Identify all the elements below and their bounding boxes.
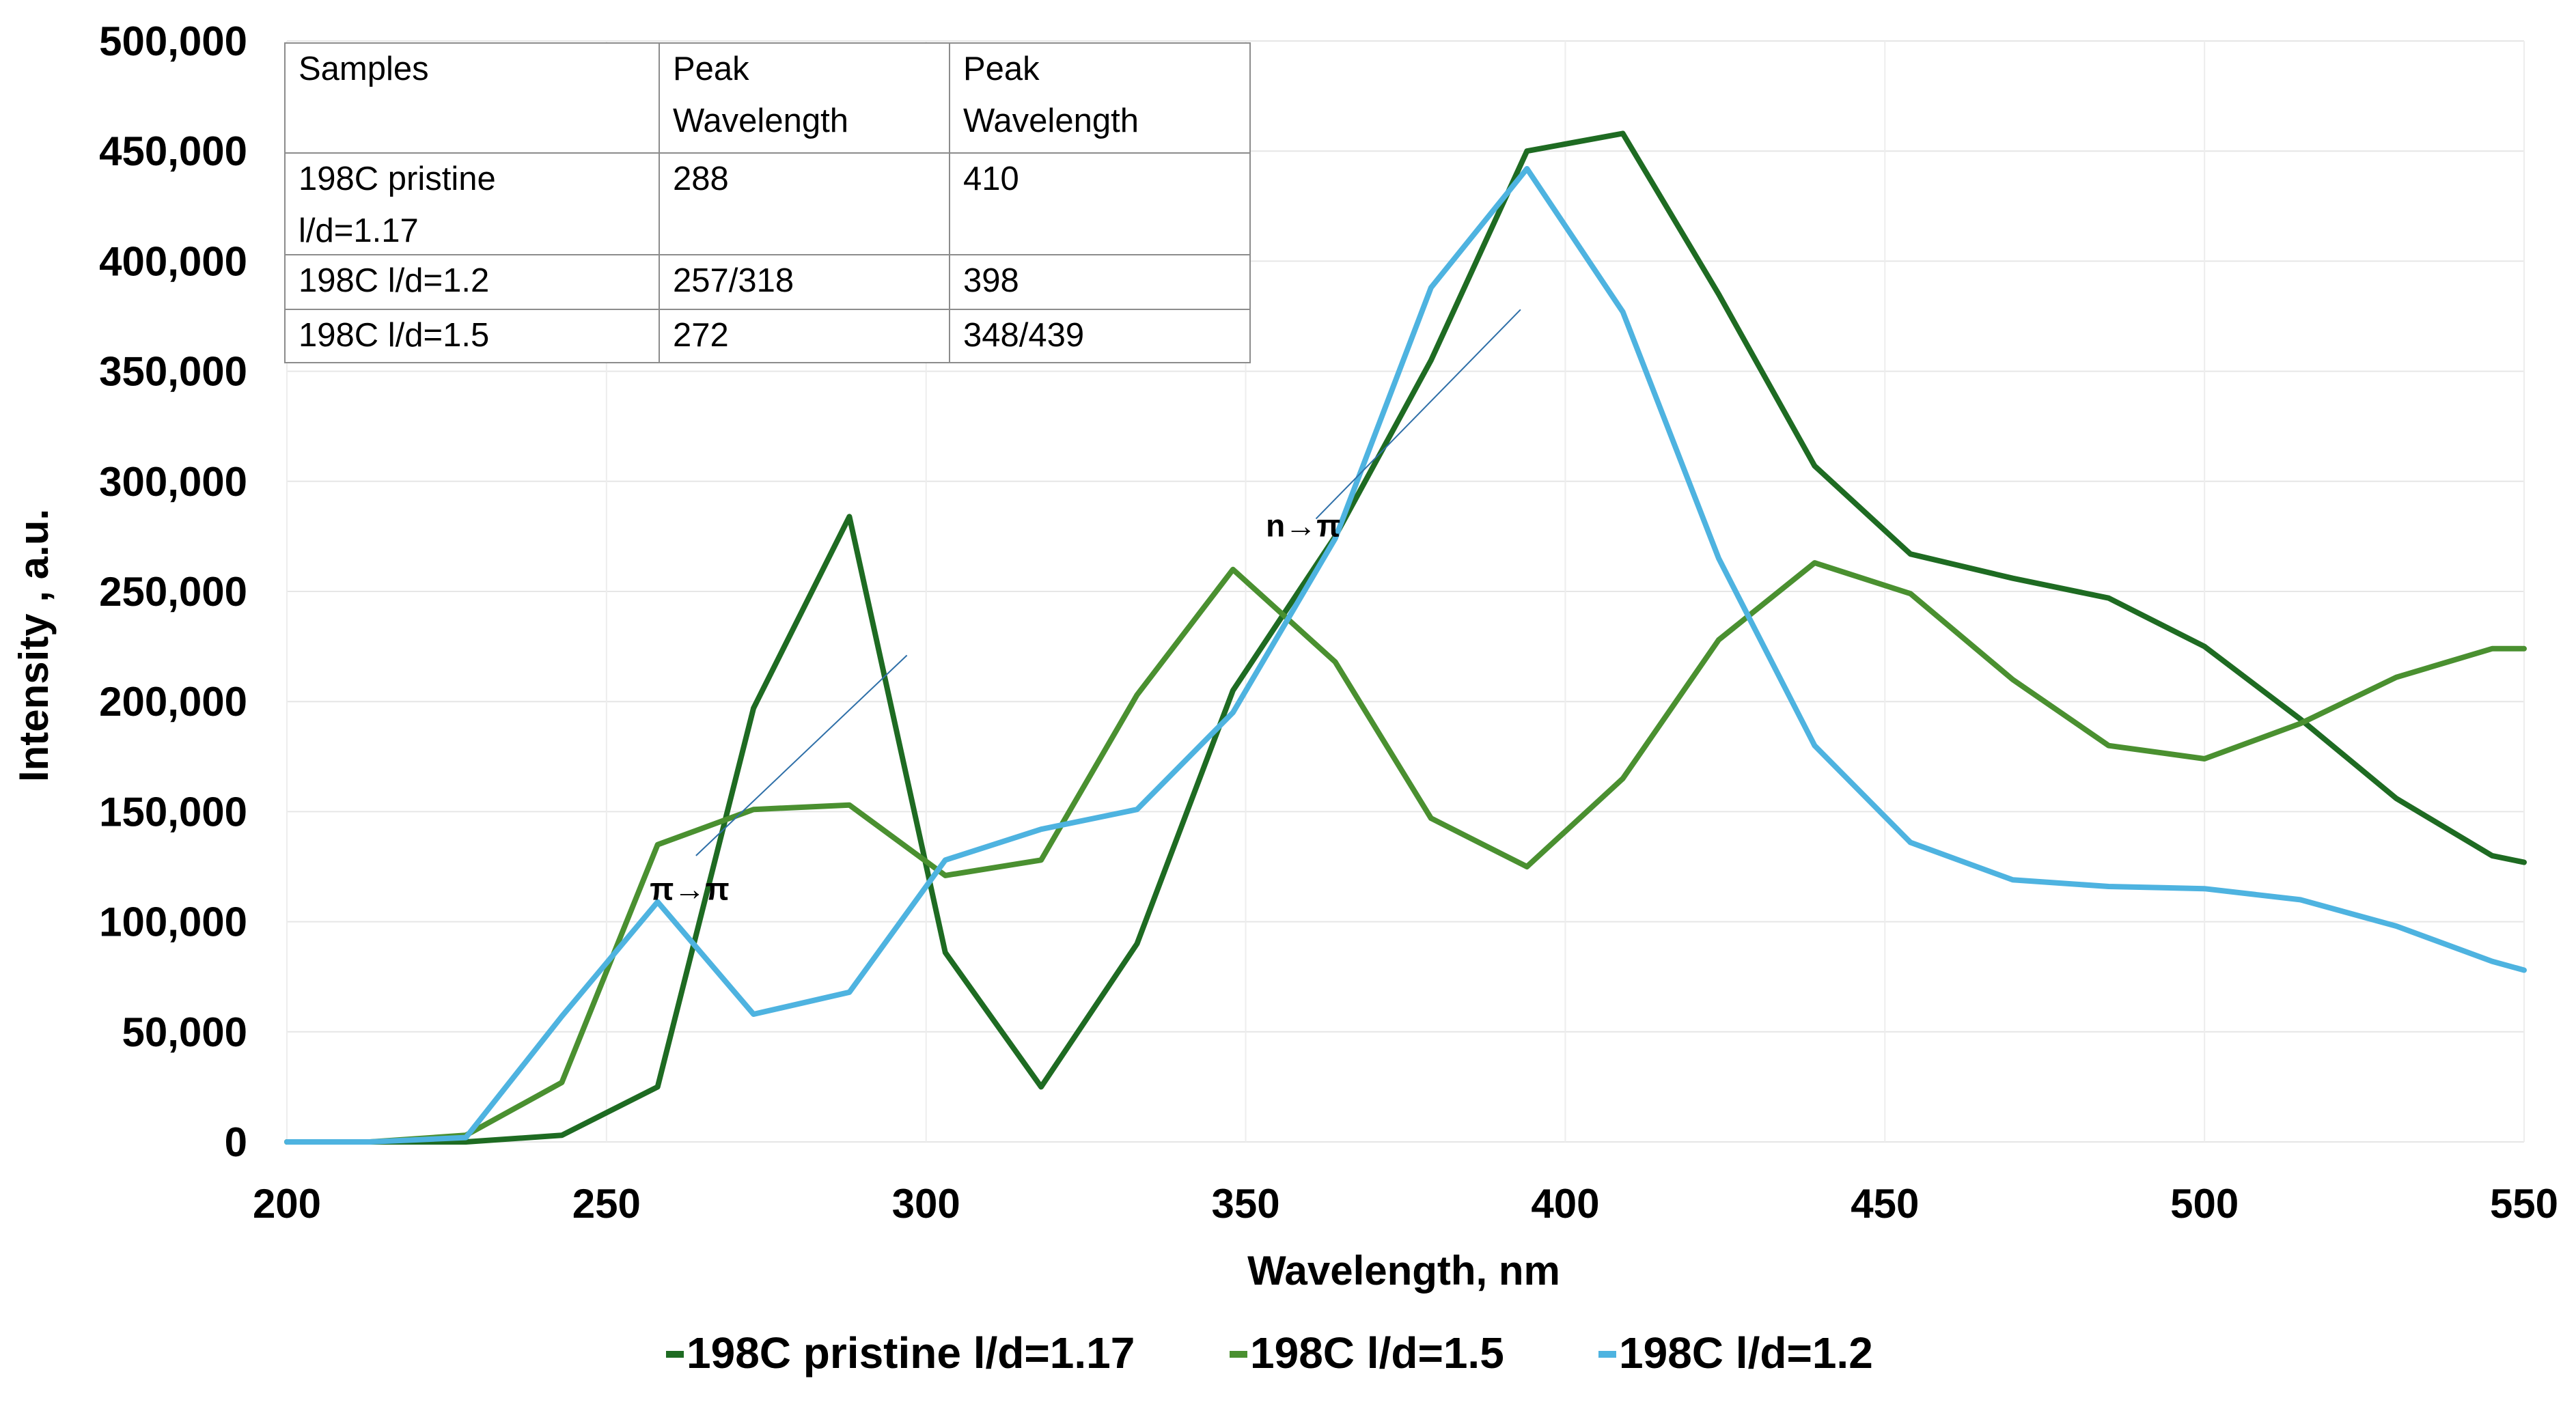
y-axis-title: Intensity , a.u. [11, 509, 57, 782]
table-header-cell: Peak Wavelength [673, 51, 848, 139]
annotation-label: π→π [650, 871, 729, 906]
annotation-label: n→π [1266, 507, 1340, 543]
y-tick-label: 150,000 [99, 789, 247, 835]
y-tick-label: 350,000 [99, 349, 247, 395]
x-tick-label: 250 [572, 1181, 641, 1227]
y-tick-label: 250,000 [99, 569, 247, 615]
x-tick-label: 300 [892, 1181, 960, 1227]
legend-label-3: 198C l/d=1.2 [1619, 1328, 1873, 1378]
legend-label-1: 198C pristine l/d=1.17 [687, 1328, 1135, 1378]
table-cell: 198C l/d=1.2 [299, 262, 489, 299]
legend-label-2: 198C l/d=1.5 [1250, 1328, 1504, 1378]
x-axis-title: Wavelength, nm [1247, 1248, 1560, 1294]
table-cell: 198C pristine l/d=1.17 [299, 160, 496, 249]
x-tick-label: 450 [1851, 1181, 1919, 1227]
x-axis-tick-labels: 200 250 300 350 400 450 500 550 [253, 1181, 2558, 1227]
y-tick-label: 50,000 [122, 1009, 247, 1055]
annotation-pointer-line [1315, 309, 1521, 520]
y-tick-label: 500,000 [99, 18, 247, 64]
y-tick-label: 0 [225, 1119, 247, 1165]
x-tick-label: 400 [1531, 1181, 1599, 1227]
x-tick-label: 350 [1212, 1181, 1280, 1227]
series-line-1 [284, 130, 2527, 1145]
x-tick-label: 500 [2170, 1181, 2239, 1227]
x-tick-label: 550 [2490, 1181, 2558, 1227]
table-frame [284, 42, 1251, 363]
series-line-2 [284, 560, 2527, 1145]
table-cell: 257/318 [673, 262, 794, 299]
peak-wavelength-table: Samples Peak Wavelength Peak Wavelength 198C … [284, 42, 1251, 363]
table-cell: 272 [673, 317, 729, 354]
annotation-pointer-line [695, 654, 908, 856]
table-header-cell: Samples [299, 51, 429, 87]
table-cell: 198C l/d=1.5 [299, 317, 489, 354]
series-line-3 [284, 166, 2527, 1145]
table-header-cell: Peak Wavelength [963, 51, 1139, 139]
table-cell: 348/439 [963, 317, 1084, 354]
y-tick-label: 100,000 [99, 899, 247, 945]
series-lines [284, 130, 2527, 1145]
table-cell: 288 [673, 160, 729, 197]
y-tick-label: 300,000 [99, 459, 247, 505]
annotations: π→π n→π [650, 309, 1521, 906]
y-tick-label: 400,000 [99, 238, 247, 284]
table-cell: 398 [963, 262, 1019, 299]
y-tick-label: 450,000 [99, 128, 247, 174]
legend: 198C pristine l/d=1.17 198C l/d=1.5 198C l… [666, 1328, 1873, 1378]
y-axis-tick-labels: 0 50,000 100,000 150,000 200,000 250,000 300,0… [99, 18, 247, 1165]
y-tick-label: 200,000 [99, 679, 247, 725]
table-cell: 410 [963, 160, 1019, 197]
x-tick-label: 200 [253, 1181, 321, 1227]
